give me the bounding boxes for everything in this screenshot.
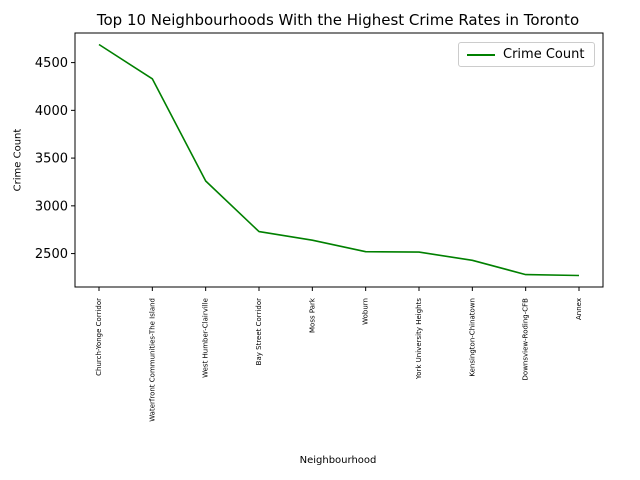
x-tick-label: Bay Street Corridor (255, 298, 263, 365)
x-axis-label: Neighbourhood (299, 455, 377, 466)
series-line-crime-count (98, 43, 580, 277)
x-tick-label: York University Heights (415, 298, 423, 380)
x-tick-label: Woburn (362, 298, 370, 325)
y-axis-label: Crime Count (12, 128, 24, 192)
x-tick-label: Church-Yonge Corridor (95, 298, 103, 376)
legend-swatch-crime-count (467, 54, 495, 56)
x-tick-label: Downsview-Roding-CFB (522, 298, 530, 381)
x-tick-label: Waterfront Communities-The Island (148, 298, 156, 422)
plot-area (74, 32, 604, 288)
legend-label-crime-count: Crime Count (503, 47, 585, 62)
chart-title: Top 10 Neighbourhoods With the Highest C… (96, 11, 580, 29)
y-axis: 2500 3000 3500 4000 4500 (35, 56, 75, 262)
x-tick-label: West Humber-Clairville (202, 298, 210, 378)
y-tick-label: 4000 (35, 104, 68, 119)
y-tick-label: 3000 (35, 199, 68, 214)
x-axis: Church-Yonge Corridor Waterfront Communit… (95, 287, 583, 422)
legend: Crime Count (458, 42, 595, 67)
x-tick-label: Annex (575, 298, 583, 320)
x-tick-label: Moss Park (308, 297, 316, 333)
y-tick-label: 2500 (35, 247, 68, 262)
x-tick-label: Kensington-Chinatown (468, 298, 476, 377)
y-tick-label: 4500 (35, 56, 68, 71)
y-tick-label: 3500 (35, 152, 68, 167)
